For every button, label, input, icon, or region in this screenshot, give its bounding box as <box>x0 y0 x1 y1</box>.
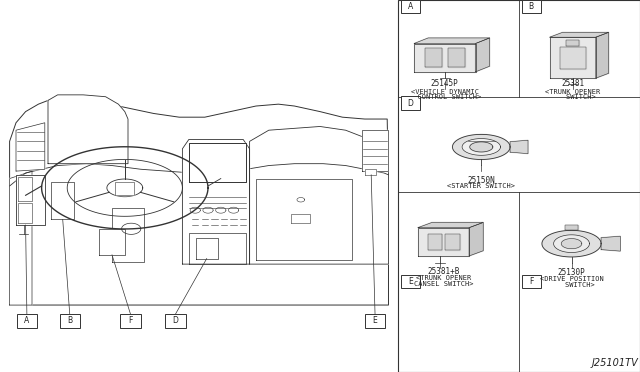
Bar <box>17 314 37 328</box>
Text: B: B <box>67 317 72 326</box>
Text: E: E <box>372 317 378 326</box>
Polygon shape <box>414 44 476 72</box>
Bar <box>165 314 186 328</box>
Polygon shape <box>16 123 45 171</box>
Polygon shape <box>414 38 490 44</box>
Bar <box>120 314 141 328</box>
Polygon shape <box>554 235 589 253</box>
Bar <box>522 0 541 13</box>
Polygon shape <box>10 97 388 305</box>
Text: D: D <box>407 99 413 108</box>
Polygon shape <box>189 232 246 264</box>
Polygon shape <box>256 179 352 260</box>
Text: <STARTER SWITCH>: <STARTER SWITCH> <box>447 183 515 189</box>
Bar <box>522 275 541 288</box>
Polygon shape <box>550 32 609 37</box>
Polygon shape <box>550 37 596 78</box>
Text: E: E <box>408 277 413 286</box>
Polygon shape <box>428 234 442 250</box>
Polygon shape <box>418 222 483 228</box>
Polygon shape <box>476 38 490 72</box>
Polygon shape <box>462 139 500 155</box>
Text: A: A <box>408 2 413 11</box>
Polygon shape <box>596 32 609 78</box>
Text: 25130P: 25130P <box>557 268 586 277</box>
Text: 25381+B: 25381+B <box>428 267 460 276</box>
Text: A: A <box>24 317 29 326</box>
Text: <VEHICLE DYNAMIC: <VEHICLE DYNAMIC <box>411 89 479 95</box>
Text: 25150N: 25150N <box>467 176 495 185</box>
Polygon shape <box>51 182 74 219</box>
Polygon shape <box>469 222 483 256</box>
Polygon shape <box>452 134 510 160</box>
Polygon shape <box>561 238 582 249</box>
Polygon shape <box>107 179 143 197</box>
Polygon shape <box>18 177 32 201</box>
Polygon shape <box>510 140 528 154</box>
Polygon shape <box>18 203 32 223</box>
Text: SWITCH>: SWITCH> <box>549 94 596 100</box>
Polygon shape <box>560 46 586 69</box>
Polygon shape <box>601 236 620 251</box>
Text: J25101TV: J25101TV <box>592 357 639 368</box>
Text: <DRIVE POSITION: <DRIVE POSITION <box>540 276 604 282</box>
Bar <box>401 0 420 13</box>
Polygon shape <box>542 230 601 257</box>
Text: F: F <box>129 317 132 326</box>
Polygon shape <box>418 228 469 256</box>
Text: SWITCH>: SWITCH> <box>548 282 595 288</box>
Polygon shape <box>250 126 388 264</box>
Polygon shape <box>365 169 376 175</box>
Polygon shape <box>189 143 246 182</box>
Bar <box>398 0 640 372</box>
Polygon shape <box>566 40 579 46</box>
Bar <box>401 96 420 110</box>
Text: 25145P: 25145P <box>431 79 459 88</box>
Polygon shape <box>291 214 310 223</box>
Bar <box>401 275 420 288</box>
Text: <TRUNK OPENER: <TRUNK OPENER <box>416 275 471 281</box>
Polygon shape <box>99 229 125 255</box>
Polygon shape <box>448 48 465 67</box>
Text: 25381: 25381 <box>561 79 584 88</box>
Text: CANSEL SWITCH>: CANSEL SWITCH> <box>414 281 473 287</box>
Bar <box>365 314 385 328</box>
Polygon shape <box>115 182 134 195</box>
Polygon shape <box>48 95 128 164</box>
Text: B: B <box>529 2 534 11</box>
Polygon shape <box>425 48 442 67</box>
Bar <box>60 314 80 328</box>
Text: <TRUNK OPENER: <TRUNK OPENER <box>545 89 600 95</box>
Polygon shape <box>470 142 493 152</box>
Polygon shape <box>362 130 388 171</box>
Text: F: F <box>529 277 533 286</box>
Polygon shape <box>112 208 144 262</box>
Text: CONTROL SWITCH>: CONTROL SWITCH> <box>409 94 481 100</box>
Polygon shape <box>445 234 460 250</box>
Text: D: D <box>172 317 179 326</box>
Polygon shape <box>182 140 250 264</box>
Polygon shape <box>10 171 32 305</box>
Polygon shape <box>196 238 218 259</box>
Polygon shape <box>16 175 45 225</box>
Polygon shape <box>565 225 578 230</box>
